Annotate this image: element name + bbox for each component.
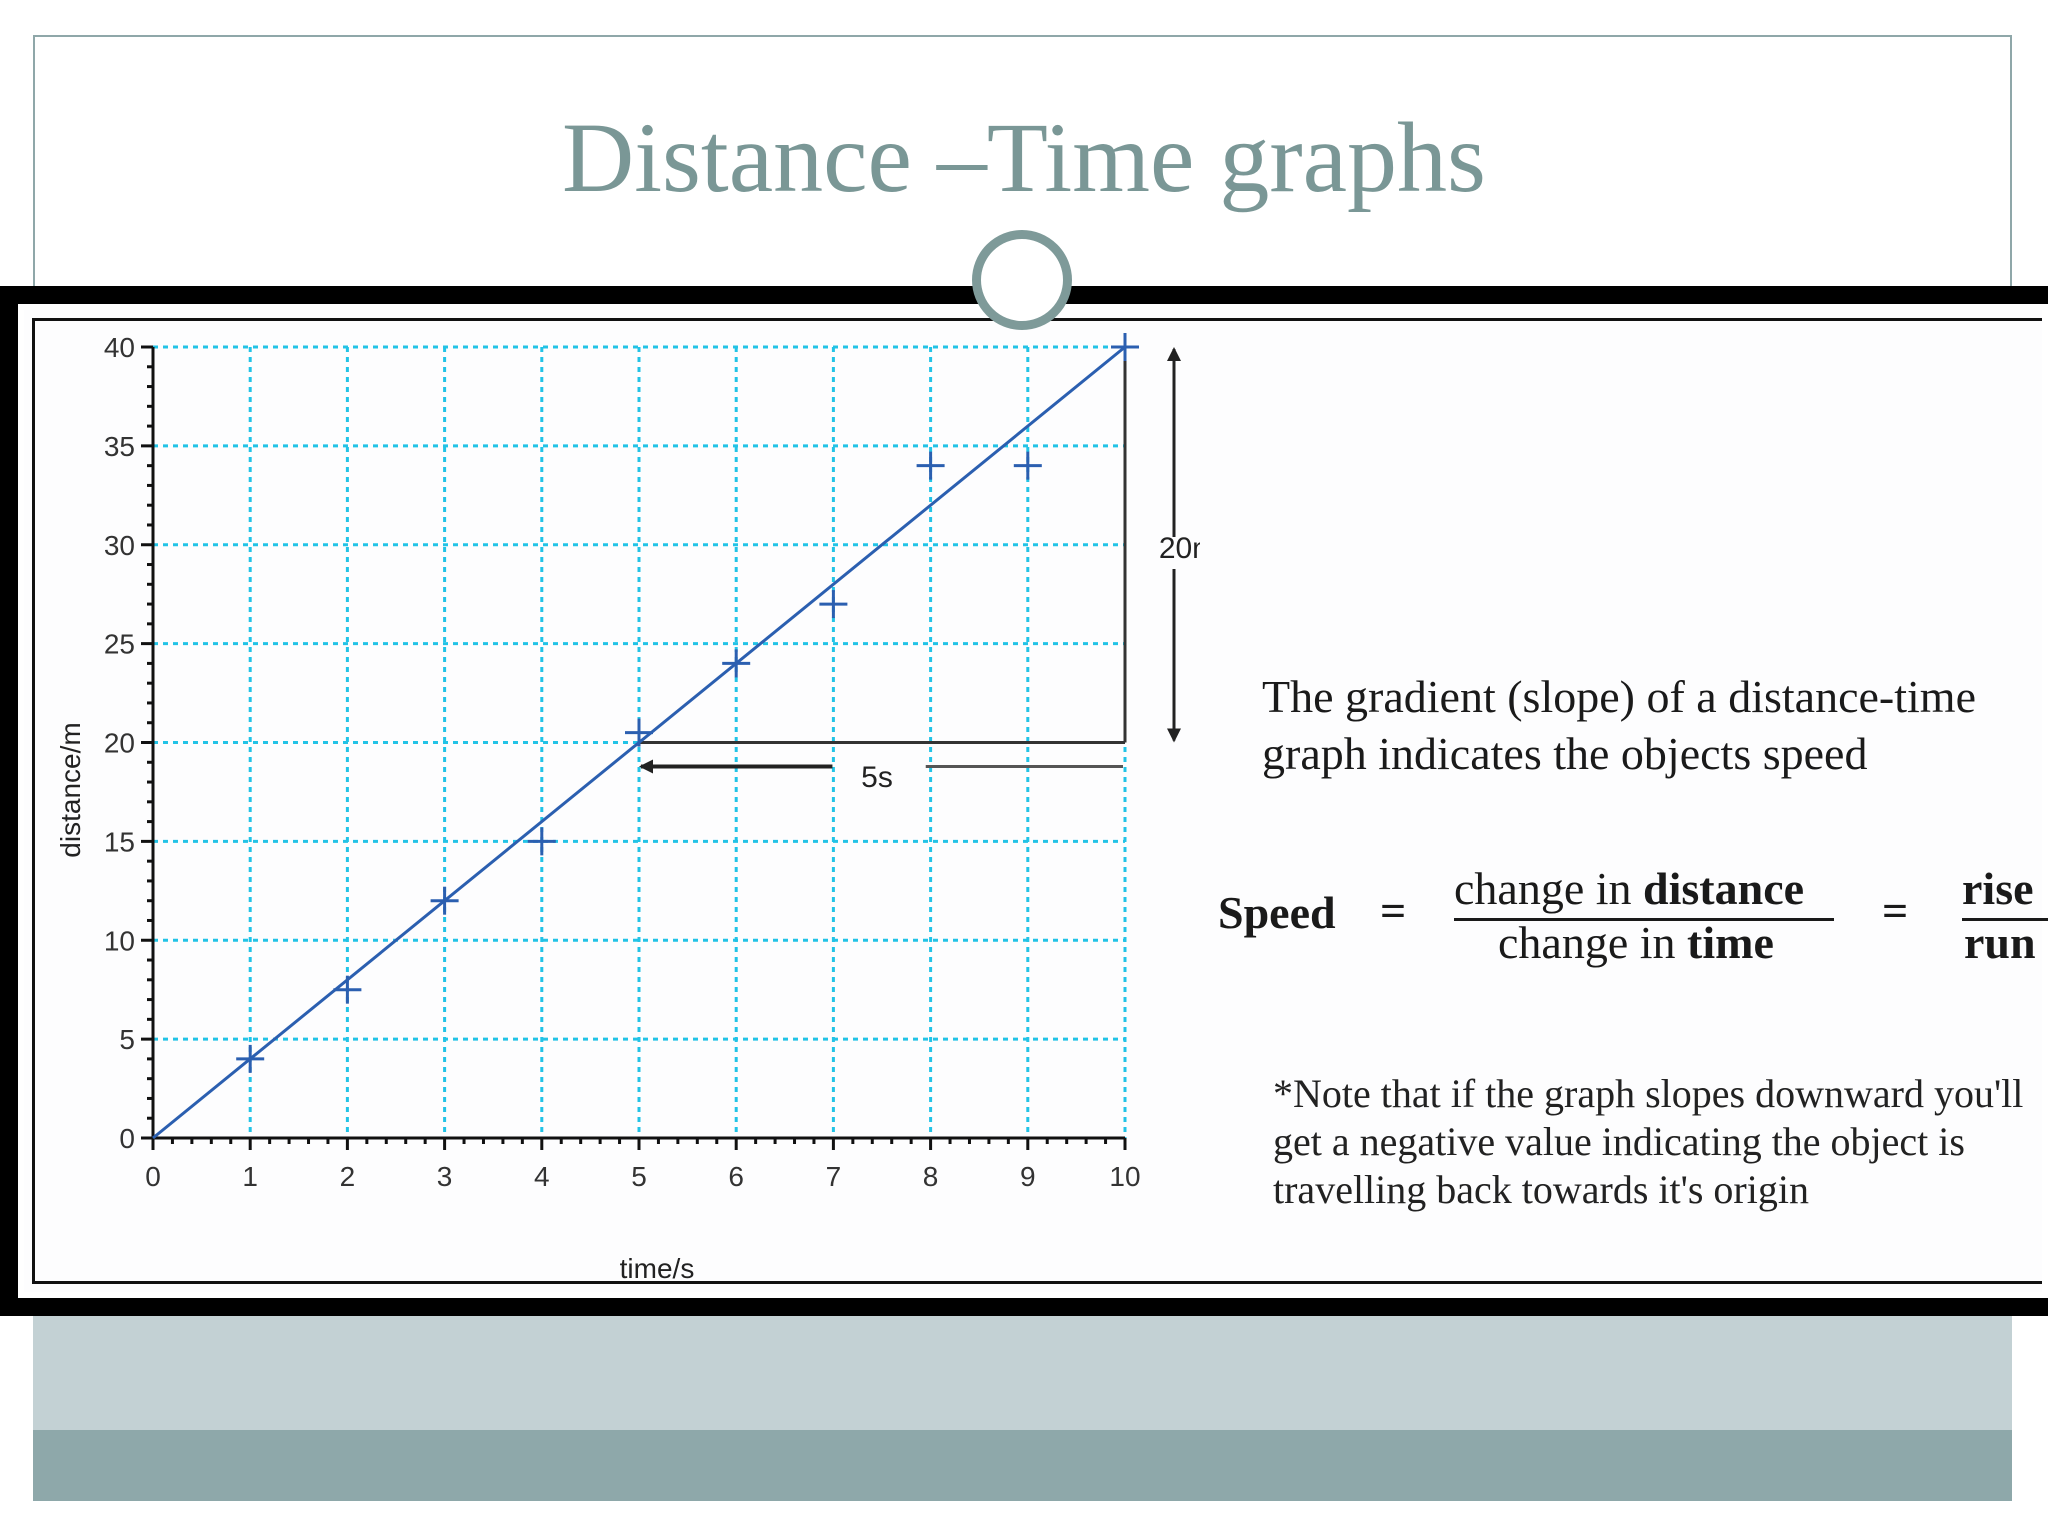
- formula-equals-2: =: [1882, 885, 1909, 936]
- footer-band-dark: [33, 1430, 2012, 1501]
- formula-equals-1: =: [1380, 885, 1407, 936]
- y-tick-label: 5: [119, 1024, 135, 1055]
- denominator-prefix: change in: [1498, 917, 1688, 968]
- y-axis-label: distance/m: [55, 722, 86, 857]
- graph-image-panel: [0, 286, 2048, 1316]
- x-axis-label: time/s: [620, 1253, 695, 1284]
- chart-series: [152, 333, 1139, 1140]
- rise-arrowhead-down: [1167, 728, 1181, 743]
- x-tick-label: 7: [826, 1161, 842, 1192]
- best-fit-line: [152, 345, 1126, 1140]
- decorative-circle: [972, 230, 1072, 330]
- y-tick-label: 40: [104, 332, 135, 363]
- y-tick-label: 20: [104, 728, 135, 759]
- x-tick-label: 2: [340, 1161, 356, 1192]
- formula-denominator: change in time: [1498, 916, 1774, 969]
- rise-run-bar: [1962, 918, 2048, 921]
- x-tick-label: 9: [1020, 1161, 1036, 1192]
- y-tick-label: 10: [104, 925, 135, 956]
- formula-speed: Speed: [1218, 887, 1336, 938]
- x-tick-label: 0: [145, 1161, 161, 1192]
- rise-arrowhead-up: [1167, 347, 1181, 361]
- y-tick-label: 30: [104, 530, 135, 561]
- graph-image-inner: [18, 304, 2048, 1298]
- formula-run: run: [1964, 917, 2036, 968]
- rise-label: 20m: [1159, 532, 1200, 565]
- footer-band-light: [33, 1310, 2012, 1430]
- y-tick-label: 35: [104, 431, 135, 462]
- x-tick-label: 8: [923, 1161, 939, 1192]
- chart-annotations: [639, 347, 1181, 774]
- formula-rise: rise: [1962, 863, 2034, 914]
- x-tick-label: 5: [631, 1161, 647, 1192]
- x-tick-label: 10: [1109, 1161, 1140, 1192]
- run-arrowhead-left: [639, 759, 653, 774]
- y-tick-label: 25: [104, 629, 135, 660]
- numerator-bold: distance: [1643, 863, 1805, 914]
- distance-time-chart: 0 1 2 3 4 5 6 7 8 9 10 0 5 10 15 20 25 30 35 40 time/s dist…: [55, 332, 1200, 1284]
- denominator-bold: time: [1687, 917, 1774, 968]
- x-tick-label: 3: [437, 1161, 453, 1192]
- speed-formula: Speed = change in distance change in tim…: [1218, 860, 2048, 990]
- y-tick-label: 15: [104, 826, 135, 857]
- x-tick-label: 1: [242, 1161, 258, 1192]
- y-tick-label: 0: [119, 1123, 135, 1154]
- x-tick-label: 4: [534, 1161, 550, 1192]
- slide-title: Distance –Time graphs: [562, 102, 1486, 213]
- gradient-explanation: The gradient (slope) of a distance-time …: [1262, 671, 1976, 779]
- chart-axes: [141, 345, 1127, 1150]
- run-label: 5s: [861, 761, 893, 794]
- numerator-prefix: change in: [1454, 863, 1644, 914]
- formula-numerator: change in distance: [1454, 862, 1804, 915]
- negative-slope-note: *Note that if the graph slopes downward …: [1273, 1071, 2024, 1212]
- chart-tick-labels: 0 1 2 3 4 5 6 7 8 9 10 0 5 10 15 20 25 30 35 40: [104, 332, 1141, 1192]
- fraction-bar: [1454, 918, 1834, 921]
- x-tick-label: 6: [728, 1161, 744, 1192]
